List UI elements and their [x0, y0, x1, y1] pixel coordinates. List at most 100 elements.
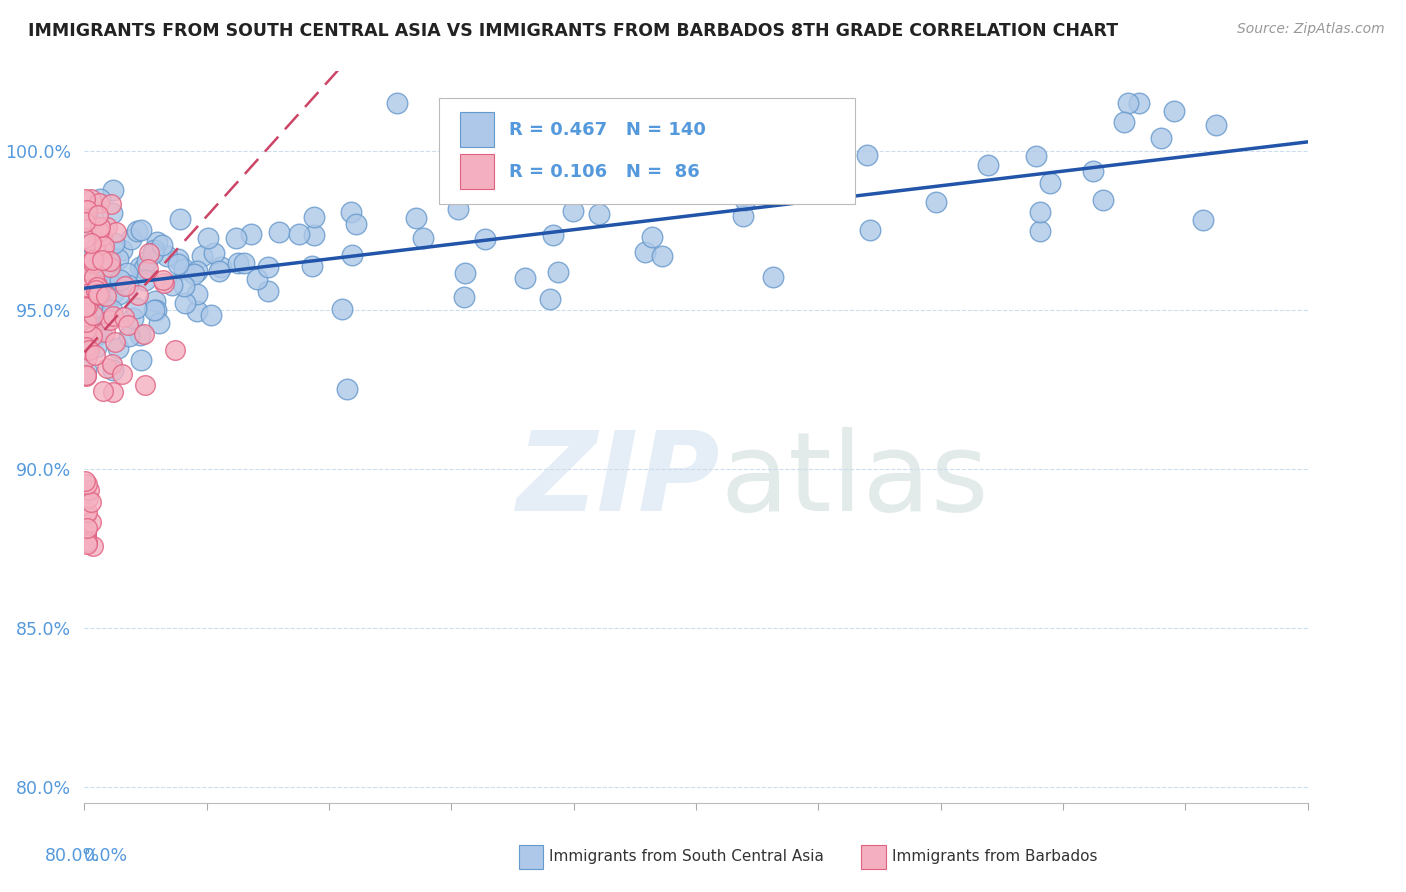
Point [84, 340, 107, 354]
Point [515, 270, 537, 285]
Point [538, 292, 561, 306]
Point [89, 248, 111, 262]
Point [89, 325, 111, 339]
Point [94, 325, 117, 339]
Point [1081, 163, 1104, 178]
Point [83, 294, 105, 309]
Point [226, 256, 249, 270]
Point [79, 260, 101, 275]
Point [129, 327, 152, 342]
Point [1039, 177, 1062, 191]
Point [77, 254, 100, 268]
Point [145, 303, 167, 318]
Point [129, 353, 152, 368]
Point [79, 515, 101, 529]
Point [77, 238, 100, 252]
Point [304, 211, 326, 225]
Point [186, 304, 208, 318]
Point [75, 368, 97, 383]
Point [186, 287, 208, 301]
Point [89, 224, 111, 238]
Point [90, 325, 112, 339]
Point [301, 259, 323, 273]
Point [80, 325, 103, 339]
Point [101, 183, 124, 197]
Point [107, 252, 129, 267]
Point [111, 243, 134, 257]
Point [209, 260, 232, 275]
Point [76, 202, 98, 217]
Point [75, 270, 97, 285]
Point [101, 309, 124, 323]
Point [169, 211, 191, 226]
Point [76, 212, 98, 227]
FancyBboxPatch shape [460, 154, 494, 189]
Text: Source: ZipAtlas.com: Source: ZipAtlas.com [1237, 22, 1385, 37]
Point [127, 288, 149, 302]
Point [86, 328, 108, 343]
Point [302, 227, 325, 242]
Point [76, 263, 98, 277]
Text: Immigrants from Barbados: Immigrants from Barbados [891, 849, 1097, 864]
Point [741, 180, 763, 194]
Point [641, 230, 664, 244]
Text: R = 0.467   N = 140: R = 0.467 N = 140 [509, 121, 706, 139]
Point [1029, 204, 1052, 219]
Point [1150, 131, 1173, 145]
Point [96, 289, 118, 303]
Point [245, 271, 267, 285]
Point [87, 196, 110, 211]
Point [336, 383, 359, 397]
Point [104, 334, 127, 349]
Point [125, 301, 148, 315]
Point [138, 246, 160, 260]
Point [110, 273, 132, 287]
Point [84, 277, 107, 291]
Point [120, 232, 142, 246]
Point [134, 326, 156, 341]
Point [75, 535, 97, 549]
Point [855, 148, 877, 162]
Point [75, 215, 97, 229]
Point [115, 266, 138, 280]
Point [105, 225, 128, 239]
Point [136, 253, 159, 268]
Point [731, 210, 754, 224]
Text: IMMIGRANTS FROM SOUTH CENTRAL ASIA VS IMMIGRANTS FROM BARBADOS 8TH GRADE CORRELA: IMMIGRANTS FROM SOUTH CENTRAL ASIA VS IM… [28, 22, 1118, 40]
Point [97, 256, 120, 270]
Text: ZIP: ZIP [517, 427, 720, 534]
Point [75, 368, 97, 382]
Point [762, 270, 785, 285]
Point [82, 308, 104, 322]
Point [134, 260, 156, 275]
Point [79, 235, 101, 250]
Point [152, 273, 174, 287]
Point [240, 227, 263, 242]
Point [1029, 224, 1052, 238]
Text: Immigrants from South Central Asia: Immigrants from South Central Asia [550, 849, 824, 864]
Point [114, 279, 136, 293]
Point [75, 293, 97, 307]
Point [90, 290, 112, 304]
Point [96, 360, 118, 375]
Point [76, 299, 98, 313]
Point [186, 264, 208, 278]
Point [79, 311, 101, 326]
Point [129, 223, 152, 237]
Point [98, 260, 121, 274]
Point [103, 236, 125, 251]
Point [77, 301, 100, 316]
Point [80, 319, 103, 334]
Point [122, 310, 145, 325]
Point [82, 256, 104, 270]
Point [86, 278, 108, 293]
Point [561, 203, 583, 218]
Point [1192, 213, 1215, 227]
Point [87, 254, 110, 268]
Point [82, 253, 104, 268]
Point [98, 250, 121, 264]
Point [156, 249, 179, 263]
Point [1128, 96, 1150, 111]
Text: 0.0%: 0.0% [84, 847, 128, 864]
Point [152, 277, 174, 291]
